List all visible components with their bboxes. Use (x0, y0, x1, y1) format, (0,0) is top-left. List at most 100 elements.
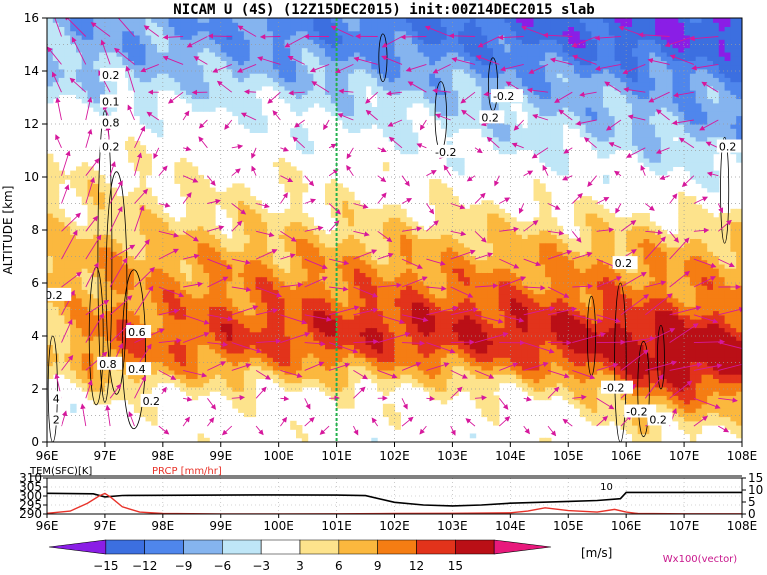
main-y-axis: 0 2 4 6 8 10 12 14 16 (24, 11, 47, 449)
tem-tick-label: 290 (19, 507, 42, 521)
colorbar-swatch (48, 539, 107, 555)
x-tick-label: 106E (611, 449, 642, 463)
sub-x-tick-label: 100E (263, 519, 294, 533)
x-tick-label: 104E (495, 449, 526, 463)
prcp-tick-label: 15 (748, 471, 763, 485)
colorbar-swatch (416, 539, 456, 555)
sub-x-tick-label: 96E (36, 519, 59, 533)
y-tick-label: 12 (24, 117, 39, 131)
sub-x-tick-label: 104E (495, 519, 526, 533)
tem-tick-label: 310 (19, 471, 42, 485)
main-x-axis: 96E 97E 98E 99E 100E 101E 102E 103E 104E 105E 106E… (36, 442, 758, 463)
colorbar-swatch (338, 539, 378, 555)
colorbar-tick-label: 9 (374, 559, 382, 573)
sub-x-tick-label: 98E (151, 519, 174, 533)
contour-label: 0.2 (647, 412, 673, 426)
tem-axis-label: TEM(SFC)[K] (29, 466, 92, 477)
contour-label: 0.2 (479, 110, 505, 124)
colorbar-swatch (222, 539, 262, 555)
prcp-tick-label: 0 (748, 507, 756, 521)
x-tick-label: 100E (263, 449, 294, 463)
y-tick-label: 16 (24, 11, 39, 25)
colorbar-swatch (377, 539, 417, 555)
contour-label: 2 (50, 412, 62, 426)
contour-labels: 0.20.10.80.2-0.20.60.8 0.40.242-0.20.2-0.… (47, 67, 742, 426)
tem-tick-label: 305 (19, 480, 42, 494)
prcp-tick-label: 10 (748, 483, 763, 497)
x-tick-label: 105E (553, 449, 584, 463)
y-tick-label: 4 (31, 329, 39, 343)
colorbar-tick-label: −12 (132, 559, 157, 573)
contour-label: -0.2 (490, 89, 523, 103)
y-tick-label: 14 (24, 64, 39, 78)
colorbar-tick-label: −9 (175, 559, 193, 573)
sub-x-tick-label: 102E (379, 519, 410, 533)
sub-x-tick-label: 97E (93, 519, 116, 533)
x-tick-label: 99E (209, 449, 232, 463)
contour-label: -0.2 (601, 380, 633, 395)
vertical-velocity-contours (47, 33, 730, 442)
y-tick-label: 6 (31, 276, 39, 290)
colorbar-swatch (105, 539, 145, 555)
y-tick-label: 0 (31, 435, 39, 449)
colorbar-swatch (183, 539, 223, 555)
main-panel: 0.20.10.80.2-0.20.60.8 0.40.242-0.20.2-0.… (1, 11, 758, 463)
contour-label: 0.2 (100, 139, 126, 154)
sub-x-tick-label: 103E (437, 519, 468, 533)
x-tick-label: 97E (93, 449, 116, 463)
colorbar-swatch (299, 539, 340, 555)
contour-label: 0.4 (126, 362, 152, 376)
contour-label: 0.6 (126, 325, 152, 339)
tem-line (47, 491, 742, 507)
colorbar-swatch (144, 539, 184, 555)
prcp-tick-label: 5 (748, 495, 756, 509)
x-tick-label: 101E (321, 449, 352, 463)
colorbar-tick-label: 15 (448, 559, 463, 573)
surface-panel: TEM(SFC)[K] PRCP [mm/hr] 10 310305300295… (19, 466, 763, 533)
colorbar-tick-label: −15 (93, 559, 118, 573)
contour-label: 0.2 (100, 67, 126, 82)
colorbar-swatch (260, 539, 301, 555)
contour-label: 0.8 (97, 356, 123, 371)
colorbar-unit: [m/s] (581, 546, 612, 560)
contour-label: 0.2 (716, 139, 742, 154)
y-tick-label: 10 (24, 170, 39, 184)
colorbar-swatch (493, 539, 552, 555)
sub-x-tick-label: 107E (669, 519, 700, 533)
x-tick-label: 96E (36, 449, 59, 463)
x-tick-label: 98E (151, 449, 174, 463)
colorbar-tick-label: 3 (296, 559, 304, 573)
sub-x-tick-label: 105E (553, 519, 584, 533)
contour-label: -0.2 (47, 287, 72, 302)
colorbar-tick-label: −6 (213, 559, 231, 573)
sub-x-tick-label: 108E (727, 519, 758, 533)
x-tick-label: 103E (437, 449, 468, 463)
wind-vectors (47, 18, 742, 437)
contour-label: 0.8 (100, 115, 126, 130)
colorbar-tick-label: −3 (252, 559, 270, 573)
colorbar-swatch (455, 539, 495, 555)
colorbar-tick-label: 6 (335, 559, 343, 573)
sub-x-tick-label: 99E (209, 519, 232, 533)
y-axis-label: ALTITUDE [km] (1, 186, 15, 275)
contour-label: 0.1 (100, 94, 126, 108)
vector-label: Wx100(vector) (663, 554, 738, 565)
wind-colorbar: −15 −12 −9 −6 −3 3 6 9 12 15 [m/s] Wx100(vector) (48, 539, 738, 573)
x-tick-label: 108E (727, 449, 758, 463)
sub-x-tick-label: 101E (321, 519, 352, 533)
sub-annotation: 10 (600, 482, 613, 493)
contour-label: 0.2 (612, 256, 638, 270)
sub-x-tick-label: 106E (611, 519, 642, 533)
sub-x-axis: 96E 97E 98E 99E 100E 101E 102E 103E 104E 105E 106E… (36, 514, 758, 533)
y-tick-label: 8 (31, 223, 39, 237)
tem-tick-label: 295 (19, 498, 42, 512)
contour-label: 4 (50, 391, 62, 405)
x-tick-label: 107E (669, 449, 700, 463)
colorbar-tick-label: 12 (409, 559, 424, 573)
prcp-axis-label: PRCP [mm/hr] (152, 466, 222, 477)
contour-label: -0.2 (433, 144, 466, 159)
tem-tick-label: 300 (19, 489, 42, 503)
